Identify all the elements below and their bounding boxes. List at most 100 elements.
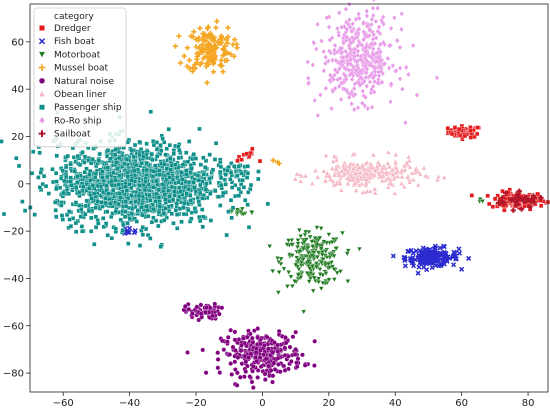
data-point [353,170,359,176]
data-point [456,246,462,252]
data-point [197,190,203,196]
data-point [125,174,131,180]
data-point [174,201,180,206]
data-point [441,244,447,250]
data-point [101,224,107,229]
data-point [201,33,207,40]
data-point [350,151,356,157]
data-point [207,152,212,157]
data-point [343,76,349,83]
data-point [538,195,544,201]
data-point [193,36,199,43]
data-point [375,28,381,35]
data-point [197,62,203,68]
data-point [275,290,282,296]
data-point [409,170,415,176]
legend: category Dredger Fish boat Motorboat Mussel … [33,7,127,148]
data-point [225,25,231,31]
data-point [186,207,191,213]
data-point [377,41,383,48]
data-point [96,158,101,163]
data-point [349,101,355,107]
data-point [93,205,98,210]
data-point [397,44,403,51]
data-point [77,162,83,168]
data-point [201,214,206,220]
data-point [379,17,384,24]
data-point [149,220,155,225]
data-point [223,182,228,187]
series-ro-ro-ship [305,0,440,126]
data-point [257,347,263,353]
data-point [392,190,398,196]
data-point [201,172,206,177]
data-point [441,261,447,267]
data-point [312,97,318,104]
data-point [220,69,226,75]
data-point [415,270,421,276]
data-point [333,57,339,64]
data-point [129,178,134,183]
data-point [326,48,332,54]
data-point [65,153,70,159]
data-point [188,169,193,175]
data-point [250,340,256,345]
legend-marker [39,25,45,31]
data-point [275,348,281,354]
data-point [105,148,111,153]
data-point [95,183,100,189]
data-point [364,83,370,89]
data-point [53,208,58,213]
data-point [341,160,348,165]
data-point [408,257,414,263]
data-point [329,240,335,246]
data-point [176,179,181,185]
data-point [241,185,247,190]
data-point [228,361,234,366]
legend-box [33,7,127,148]
data-point [268,368,274,373]
data-point [242,374,247,380]
data-point [222,177,227,182]
y-tick-label: −60 [3,321,24,332]
data-point [150,157,155,163]
data-point [243,198,248,203]
data-point [282,345,288,351]
data-point [243,369,249,374]
data-point [63,164,69,170]
data-point [433,254,439,260]
data-point [110,204,115,209]
data-point [204,60,210,66]
data-point [474,131,480,137]
data-point [362,102,368,109]
data-point [120,228,125,233]
data-point [79,224,85,229]
data-point [129,148,134,153]
data-point [370,152,377,157]
y-tick-label: 0 [18,179,24,190]
data-point [133,162,139,168]
data-point [178,189,183,194]
data-point [406,157,413,163]
data-point [407,179,413,185]
data-point [203,38,209,44]
data-point [125,195,131,201]
data-point [325,58,331,64]
data-point [414,92,420,98]
data-point [370,74,376,81]
legend-label: Mussel boat [54,64,108,74]
data-point [375,5,381,12]
data-point [379,173,385,179]
data-point [449,131,455,137]
data-point [169,211,175,216]
data-point [367,174,373,180]
data-point [154,178,159,184]
data-point [275,355,281,361]
y-axis: −80 −60 −40 −20 0 20 40 60 [3,37,30,380]
x-tick-label: −40 [119,398,140,409]
data-point [66,191,71,196]
data-point [88,160,94,166]
data-point [87,186,92,191]
data-point [213,141,219,146]
